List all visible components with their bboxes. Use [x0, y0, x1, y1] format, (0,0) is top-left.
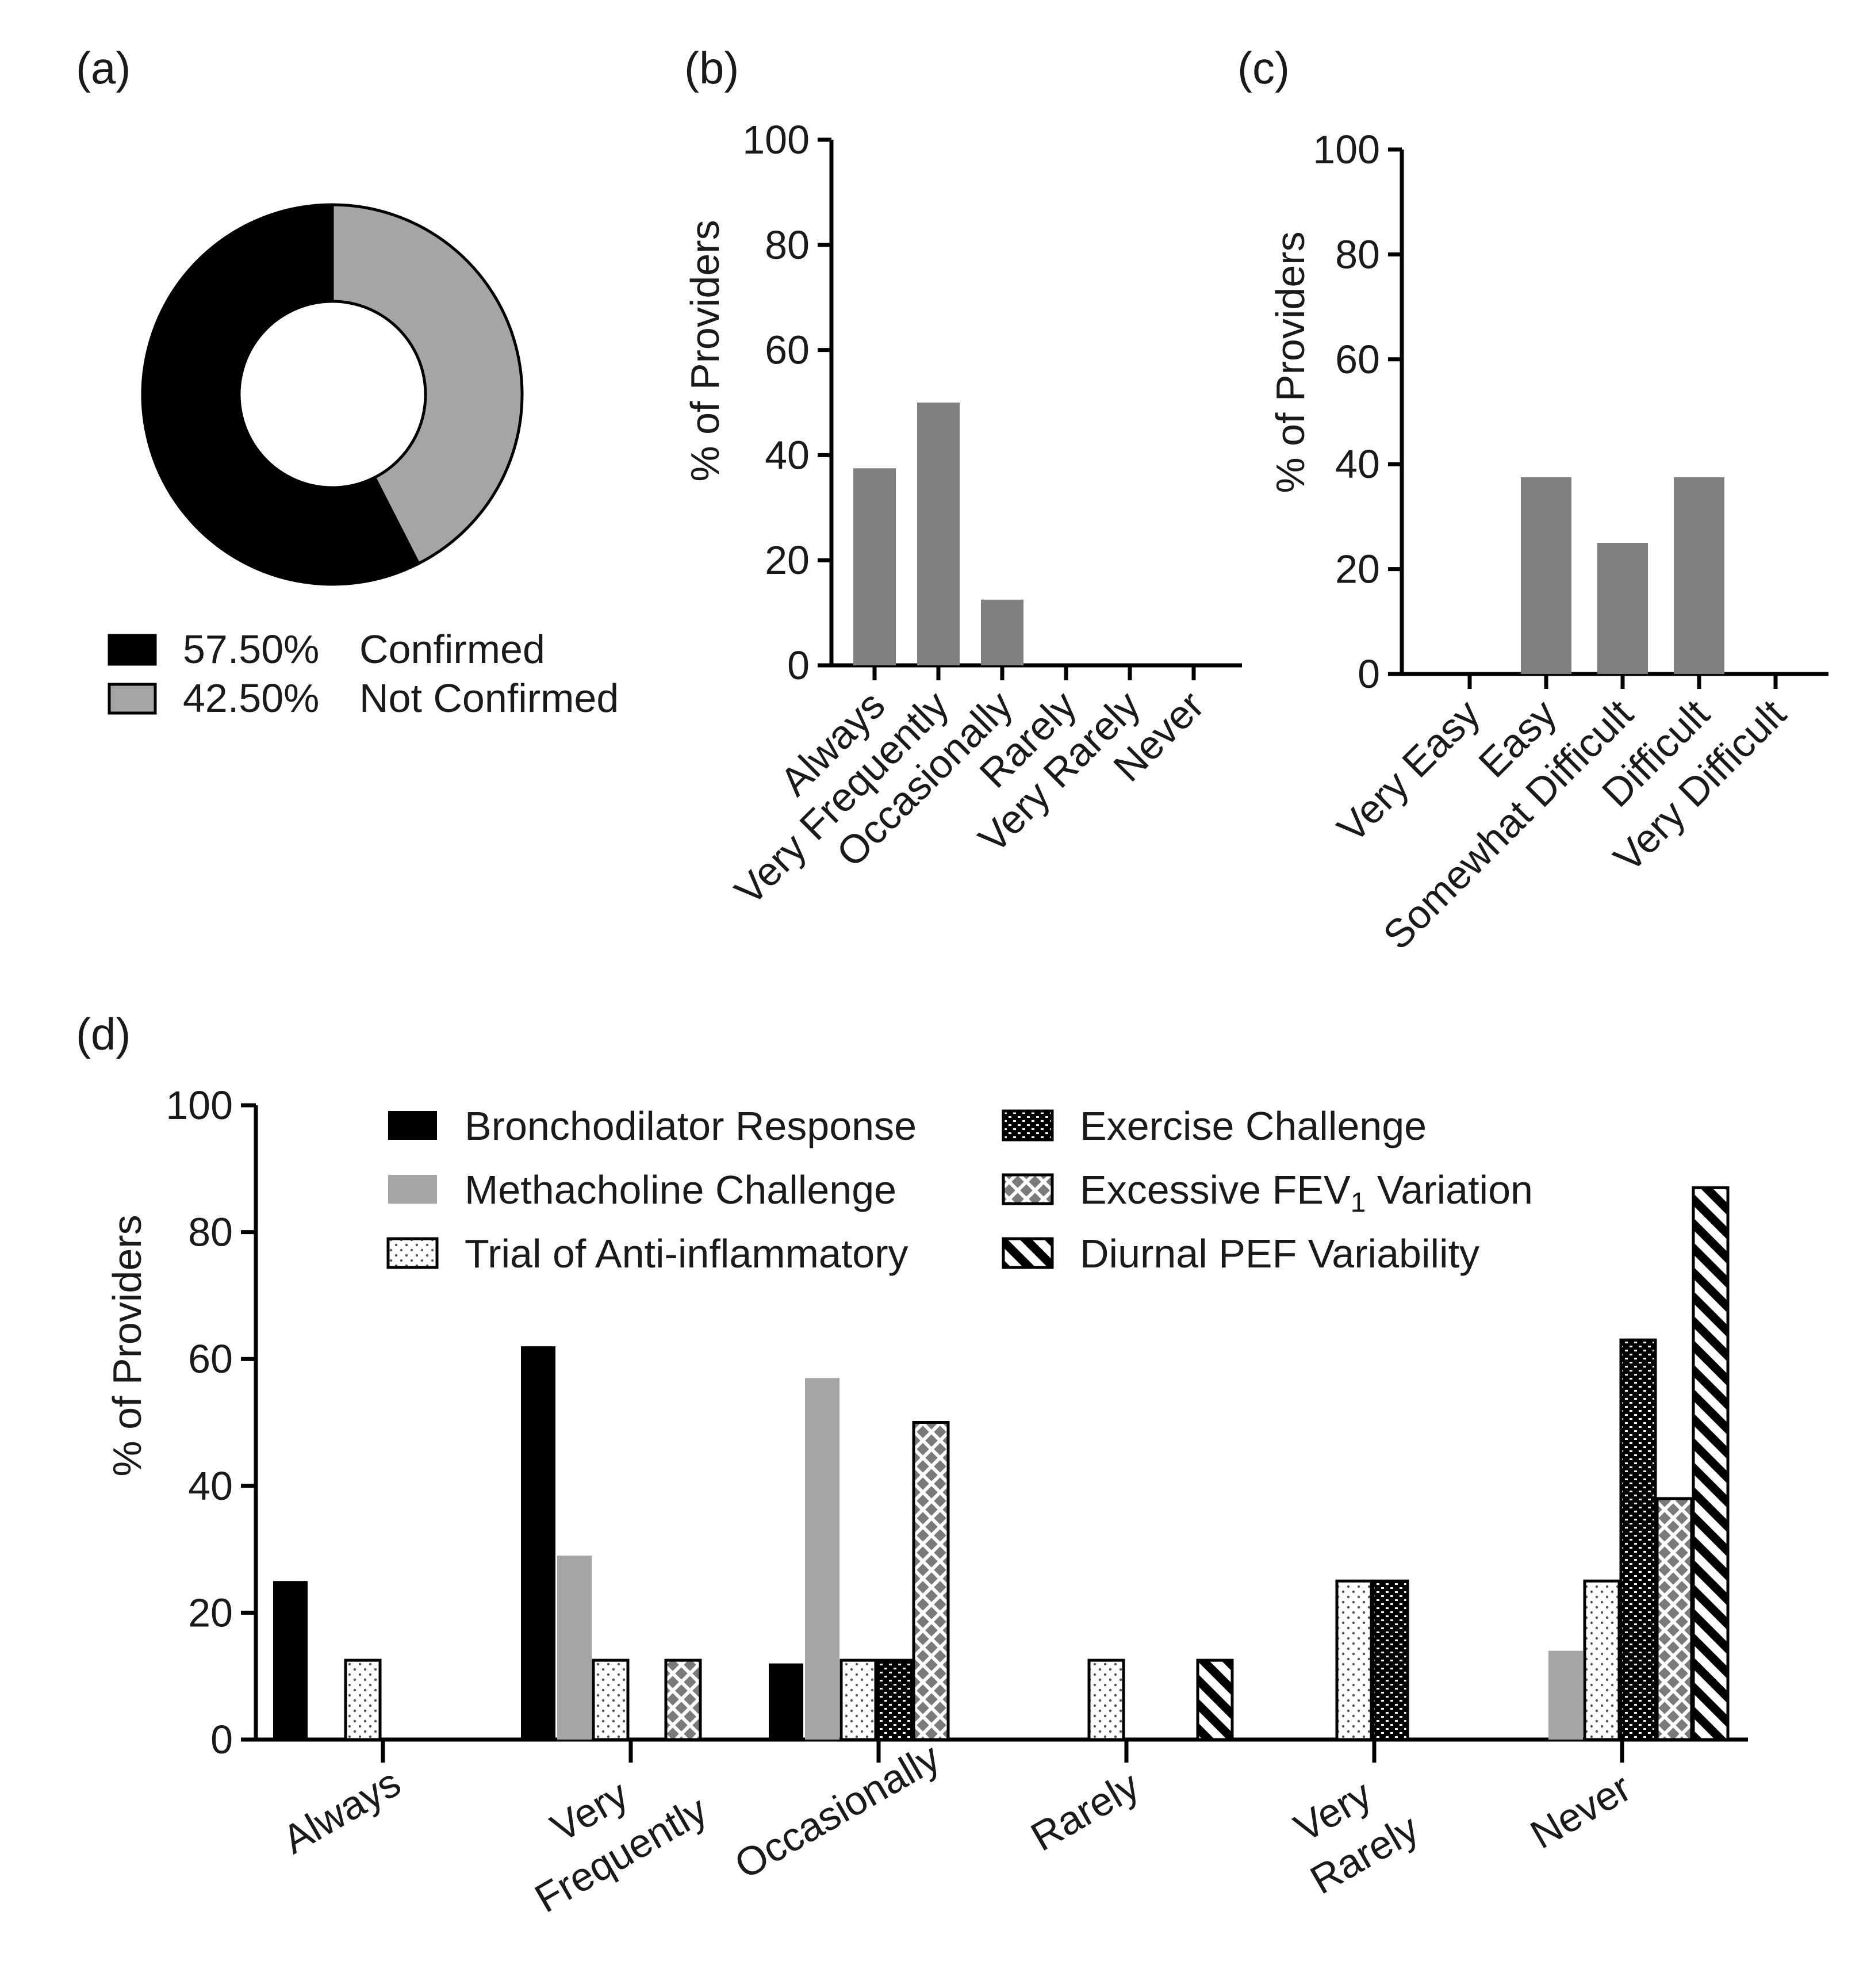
y-tick-label: 100	[1313, 127, 1380, 172]
bar-trial-of-anti-inflammatory-always	[344, 1658, 382, 1741]
bar-very-frequently	[917, 403, 960, 665]
y-tick-label: 80	[1335, 232, 1380, 277]
y-tick-label: 40	[765, 432, 810, 477]
bar-trial-of-anti-inflammatory-occasionally	[839, 1658, 877, 1741]
x-tick-label-always: Always	[275, 1760, 408, 1862]
y-tick-label: 60	[1335, 337, 1380, 382]
bar-methacholine-challenge-very-frequently	[557, 1556, 592, 1740]
bar-bronchodilator-response-always	[273, 1581, 308, 1740]
legend-swatch-not-confirmed	[108, 683, 157, 715]
legend-value-not-confirmed: 42.50%	[183, 676, 319, 721]
donut-chart	[141, 203, 524, 586]
x-tick-label-rarely: Rarely	[1023, 1763, 1147, 1860]
donut-legend: 57.50% Confirmed 42.50% Not Confirmed	[108, 627, 619, 721]
bar-bronchodilator-response-very-frequently	[521, 1346, 555, 1740]
y-tick-label: 100	[166, 1083, 233, 1128]
bar-easy	[1521, 477, 1571, 674]
bar-exercise-challenge-very-rarely	[1371, 1579, 1409, 1741]
bar-occasionally	[981, 599, 1023, 665]
y-tick-label: 80	[765, 223, 810, 267]
bar-diurnal-pef-variability-never	[1692, 1186, 1730, 1741]
legend-label-not-confirmed: Not Confirmed	[359, 676, 619, 721]
legend-label-trial-of-anti-inflammatory: Trial of Anti-inflammatory	[465, 1231, 908, 1276]
panel-label-c: (c)	[1237, 43, 1290, 93]
x-tick-label-very-easy: Very Easy	[1329, 691, 1489, 851]
y-tick-label: 0	[787, 643, 810, 688]
y-tick-label: 40	[1335, 442, 1380, 487]
legend-swatch-exercise-challenge	[1002, 1109, 1054, 1142]
legend-swatch-bronchodilator-response	[388, 1111, 437, 1140]
legend-swatch-diurnal-pef-variability	[1002, 1237, 1054, 1269]
methods-legend: Bronchodilator Response Methacholine Chal…	[386, 1104, 1533, 1276]
bar-excessive-fev-occasionally	[912, 1421, 950, 1741]
x-tick-label-never: Never	[1523, 1765, 1639, 1857]
legend-label-diurnal-pef-variability: Diurnal PEF Variability	[1080, 1231, 1479, 1276]
legend-label-bronchodilator-response: Bronchodilator Response	[465, 1104, 917, 1148]
y-tick-label: 0	[1358, 652, 1380, 696]
bar-diurnal-pef-variability-rarely	[1196, 1658, 1234, 1741]
legend-swatch-methacholine-challenge	[388, 1175, 437, 1204]
bar-excessive-fev-never	[1655, 1497, 1693, 1741]
bar-excessive-fev-very-frequently	[664, 1658, 702, 1741]
bar-exercise-challenge-occasionally	[876, 1658, 914, 1741]
y-tick-label: 20	[765, 538, 810, 583]
y-tick-label: 0	[210, 1717, 233, 1762]
bar-trial-of-anti-inflammatory-very-rarely	[1335, 1579, 1373, 1741]
bar-always	[853, 468, 896, 665]
donut-slice-not-confirmed	[331, 203, 524, 566]
legend-value-confirmed: 57.50%	[183, 627, 319, 672]
y-tick-label: 60	[188, 1336, 233, 1381]
y-axis-title: % of Providers	[683, 220, 727, 481]
y-axis-title: % of Providers	[1268, 231, 1313, 493]
y-tick-label: 60	[765, 328, 810, 373]
donut-slice-confirmed	[141, 203, 421, 586]
y-tick-label: 20	[1335, 547, 1380, 592]
bar-trial-of-anti-inflammatory-very-frequently	[592, 1658, 630, 1741]
bar-exercise-challenge-never	[1619, 1338, 1657, 1741]
bar-methacholine-challenge-never	[1548, 1650, 1583, 1740]
bar-somewhat-difficult	[1597, 543, 1648, 674]
y-tick-label: 100	[742, 117, 810, 162]
bar-methacholine-challenge-occasionally	[805, 1378, 839, 1740]
legend-label-exercise-challenge: Exercise Challenge	[1080, 1104, 1427, 1148]
panel-label-d: (d)	[76, 1009, 131, 1059]
bar-trial-of-anti-inflammatory-never	[1583, 1579, 1621, 1741]
bar-difficult	[1674, 477, 1724, 674]
y-axis-title: % of Providers	[105, 1215, 149, 1476]
y-tick-label: 20	[188, 1590, 233, 1635]
panel-label-a: (a)	[76, 43, 131, 93]
y-tick-label: 40	[188, 1464, 233, 1508]
legend-label-methacholine-challenge: Methacholine Challenge	[465, 1167, 896, 1212]
panel-label-b: (b)	[684, 43, 739, 93]
legend-label-excessive-fev: Excessive FEV1 Variation	[1080, 1167, 1533, 1218]
legend-swatch-excessive-fev	[1002, 1173, 1054, 1205]
legend-label-confirmed: Confirmed	[359, 627, 545, 672]
x-tick-label-occasionally: Occasionally	[727, 1734, 948, 1887]
legend-swatch-trial-of-anti-inflammatory	[386, 1237, 439, 1269]
y-tick-label: 80	[188, 1210, 233, 1255]
bar-trial-of-anti-inflammatory-rarely	[1087, 1658, 1125, 1741]
bar-bronchodilator-response-occasionally	[769, 1663, 803, 1740]
legend-swatch-confirmed	[108, 634, 157, 666]
